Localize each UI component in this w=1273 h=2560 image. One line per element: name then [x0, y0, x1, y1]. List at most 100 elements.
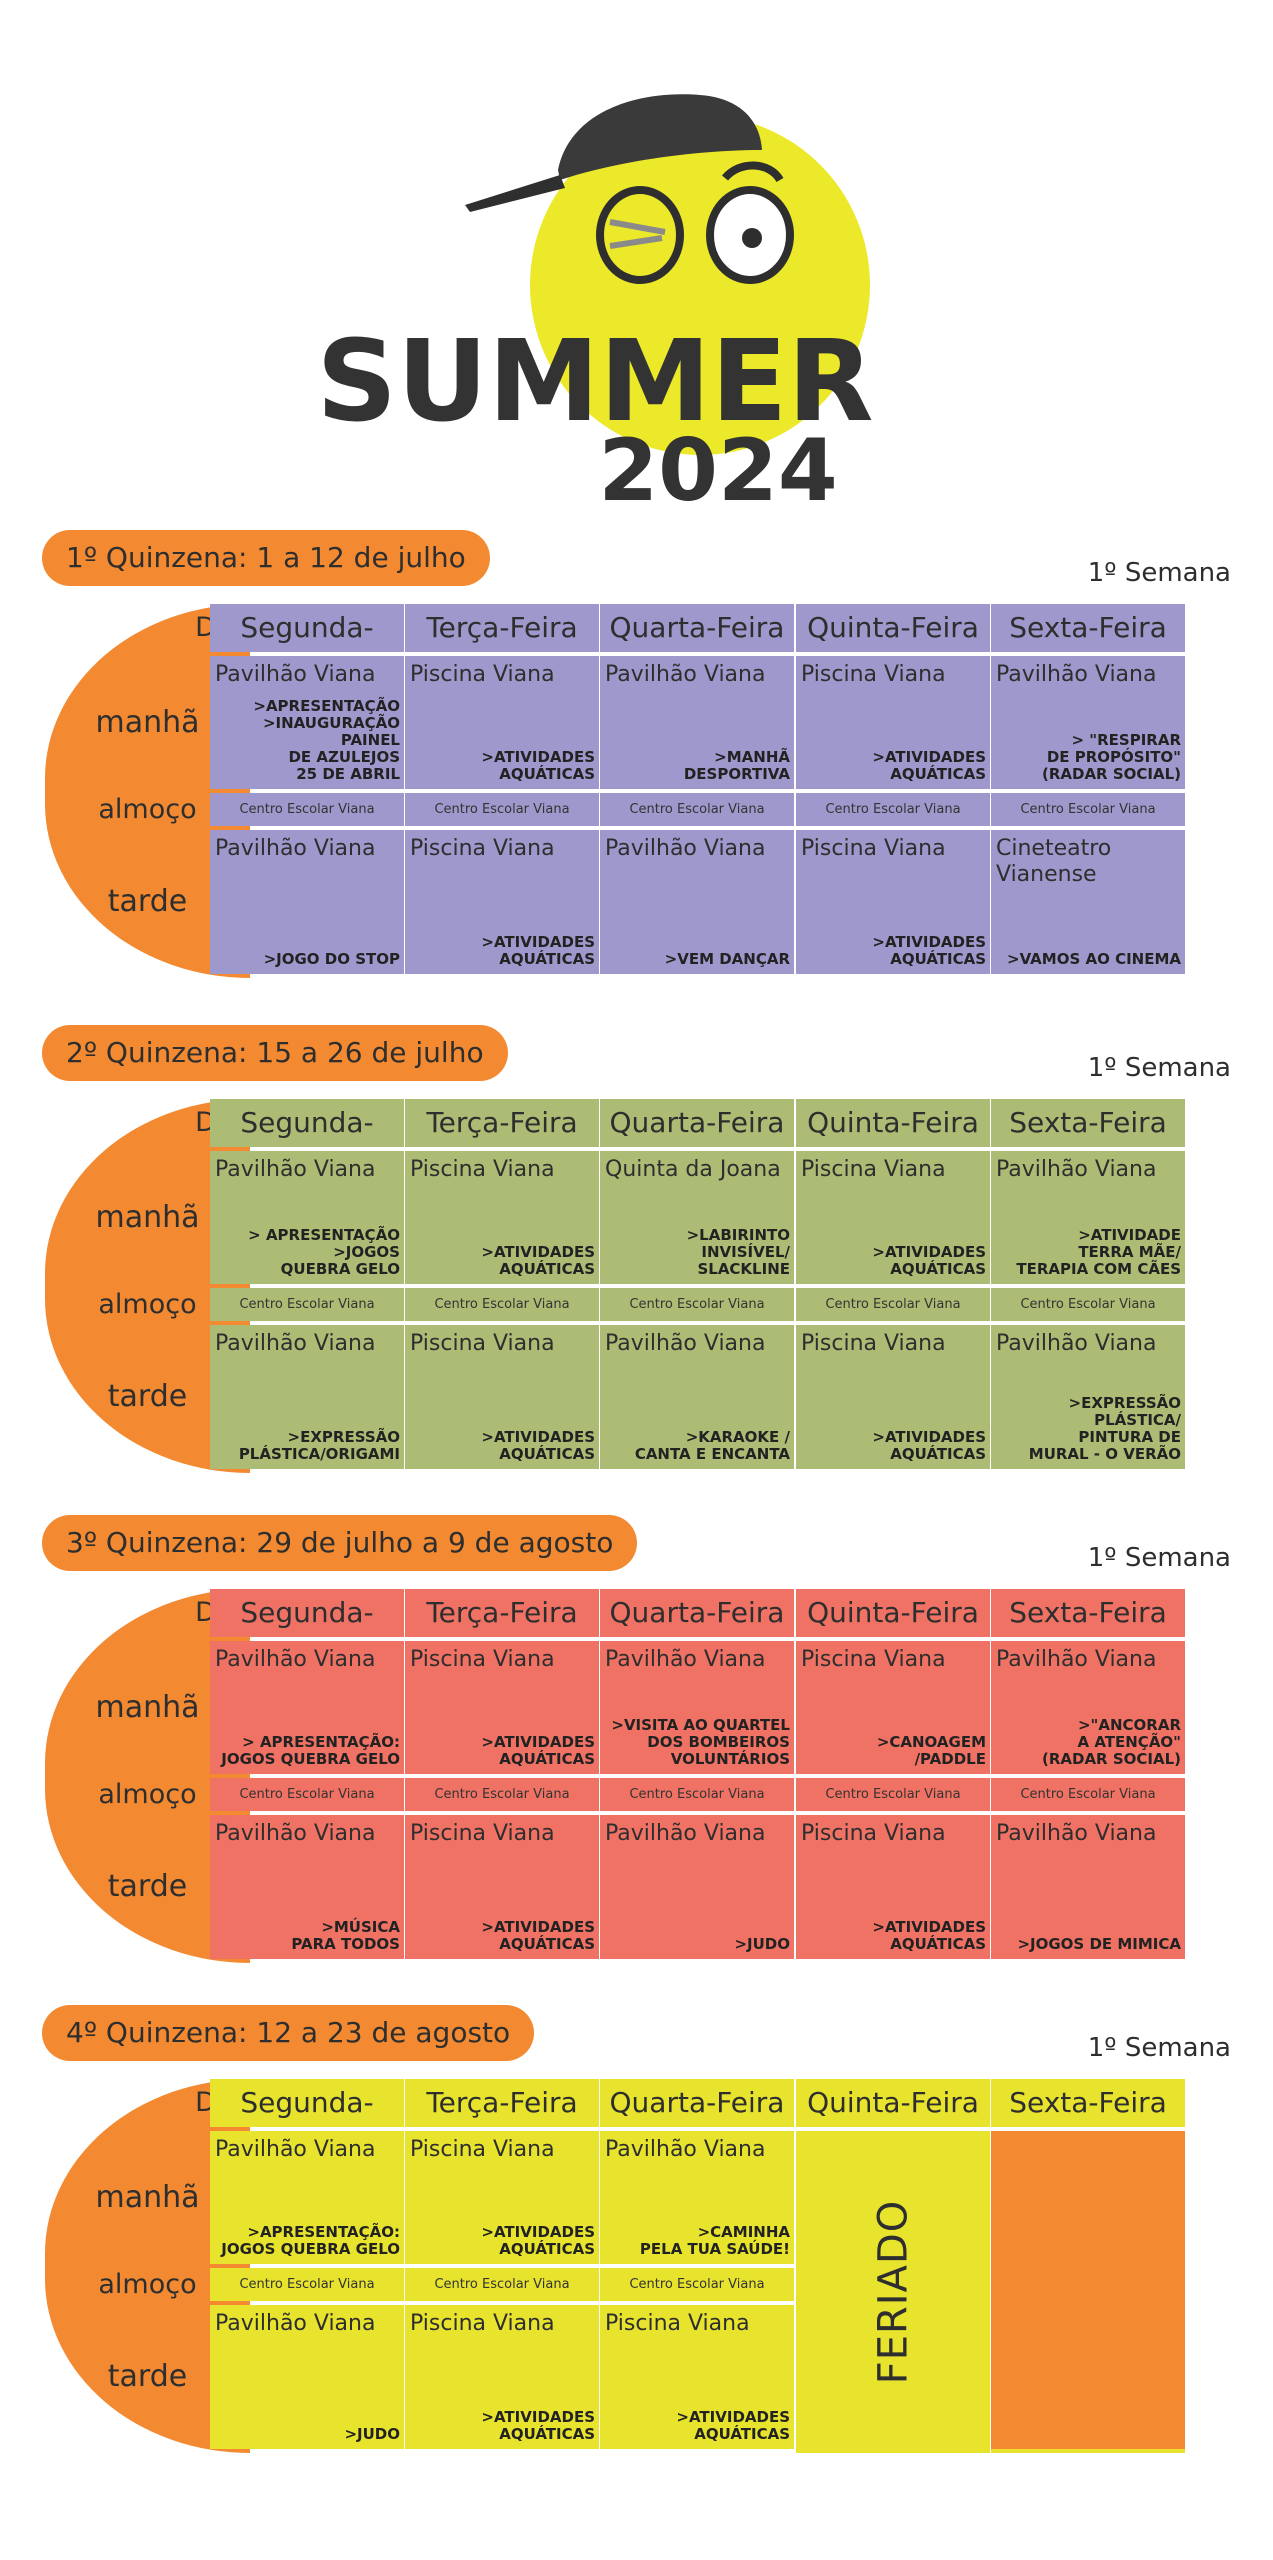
place-name: Piscina Viana	[605, 2311, 750, 2336]
place-name: Piscina Viana	[801, 1157, 946, 1182]
activity-text: >Judo	[344, 2425, 400, 2443]
logo-year: 2024	[598, 421, 837, 520]
place-name: Pavilhão Viana	[996, 662, 1157, 687]
activity-text: >Atividades Aquáticas	[872, 748, 986, 783]
activity-text: >Música para Todos	[291, 1918, 400, 1953]
lunch-cell: Centro Escolar Viana	[796, 793, 990, 826]
day-header: Segunda-Feira	[210, 1589, 404, 1677]
activity-text: >Apresentação: Jogos Quebra Gelo	[221, 2223, 400, 2258]
day-header: Sexta-Feira	[991, 1099, 1185, 1147]
place-name: Piscina Viana	[410, 1821, 555, 1846]
quinzena-title: 4º Quinzena: 12 a 23 de agosto	[42, 2005, 535, 2061]
tarde-cell: Piscina Viana >Atividades Aquáticas	[405, 2305, 599, 2449]
tarde-cell: Pavilhão Viana >Karaoke / Canta e Encanta	[600, 1325, 794, 1469]
activity-text: >Atividades Aquáticas	[481, 1428, 595, 1463]
summer-logo: SUMMER 2024	[0, 0, 1273, 521]
schedule-table: DiamanhãalmoçotardeSegunda-FeiraTerça-Fe…	[45, 2079, 1235, 2453]
activity-text: >"Ancorar a Atenção" (Radar Social)	[1041, 1716, 1181, 1768]
manha-cell: Piscina Viana >Atividades Aquáticas	[405, 1151, 599, 1284]
closed-day-cell	[991, 2131, 1185, 2453]
day-header: Quarta-Feira	[600, 604, 794, 652]
lunch-cell: Centro Escolar Viana	[405, 1288, 599, 1321]
place-name: Piscina Viana	[410, 2311, 555, 2336]
activity-text: >Atividades Aquáticas	[481, 1243, 595, 1278]
lunch-cell: Centro Escolar Viana	[991, 793, 1185, 826]
place-name: Pavilhão Viana	[996, 1331, 1157, 1356]
tarde-cell: Pavilhão Viana >Judo	[210, 2305, 404, 2449]
lunch-cell: Centro Escolar Viana	[405, 2268, 599, 2301]
day-header: Sexta-Feira	[991, 2079, 1185, 2127]
place-name: Pavilhão Viana	[215, 2137, 376, 2162]
manha-cell: Pavilhão Viana >Visita ao Quartel dos Bom…	[600, 1641, 794, 1774]
manha-cell: Piscina Viana >Canoagem /Paddle	[796, 1641, 990, 1774]
activity-text: >Visita ao Quartel dos Bombeiros Voluntá…	[611, 1716, 790, 1768]
logo-title: SUMMER	[316, 317, 873, 447]
place-name: Piscina Viana	[801, 662, 946, 687]
place-name: Piscina Viana	[410, 1331, 555, 1356]
feriado-cell: FERIADO	[796, 2131, 990, 2453]
activity-text: >Labirinto Invisível/ Slackline	[686, 1226, 790, 1278]
manha-cell: Piscina Viana >Atividades Aquáticas	[405, 656, 599, 789]
day-header: Segunda-Feira	[210, 604, 404, 692]
place-name: Cineteatro Vianense	[996, 836, 1112, 887]
activity-text: >Judo	[734, 1935, 790, 1953]
activity-text: >Atividades Aquáticas	[481, 748, 595, 783]
day-header: Quarta-Feira	[600, 1589, 794, 1637]
tarde-cell: Pavilhão Viana >Expressão Plástica/ Pintu…	[991, 1325, 1185, 1469]
activity-text: >Atividades Aquáticas	[481, 933, 595, 968]
day-header: Sexta-Feira	[991, 1589, 1185, 1637]
week-label: 1º Semana	[1087, 1543, 1231, 1573]
place-name: Pavilhão Viana	[996, 1647, 1157, 1672]
day-header: Quarta-Feira	[600, 2079, 794, 2127]
manha-cell: Piscina Viana >Atividades Aquáticas	[405, 2131, 599, 2264]
manha-label: manhã	[95, 705, 200, 740]
almoco-label: almoço	[98, 1779, 197, 1810]
place-name: Piscina Viana	[410, 662, 555, 687]
day-header: Terça-Feira	[405, 604, 599, 652]
place-name: Piscina Viana	[801, 1331, 946, 1356]
activity-text: > "Respirar de Propósito" (Radar Social)	[1041, 731, 1181, 783]
quinzena-section: 3º Quinzena: 29 de julho a 9 de agosto 1º…	[0, 1515, 1273, 1963]
activity-text: >Karaoke / Canta e Encanta	[634, 1428, 790, 1463]
tarde-label: tarde	[107, 884, 188, 919]
place-name: Piscina Viana	[801, 836, 946, 861]
day-header: Quarta-Feira	[600, 1099, 794, 1147]
tarde-cell: Piscina Viana >Atividades Aquáticas	[796, 1325, 990, 1469]
place-name: Pavilhão Viana	[605, 836, 766, 861]
lunch-cell: Centro Escolar Viana	[991, 1288, 1185, 1321]
manha-cell: Quinta da Joana >Labirinto Invisível/ Sla…	[600, 1151, 794, 1284]
activity-text: >Canoagem /Paddle	[876, 1733, 986, 1768]
day-header: Terça-Feira	[405, 1099, 599, 1147]
activity-text: >Expressão Plástica/ Pintura de Mural - …	[1028, 1394, 1181, 1463]
tarde-cell: Pavilhão Viana >Vem Dançar	[600, 830, 794, 974]
quinzena-title: 1º Quinzena: 1 a 12 de julho	[42, 530, 490, 586]
feriado-label: FERIADO	[870, 2199, 916, 2385]
tarde-cell: Pavilhão Viana >Judo	[600, 1815, 794, 1959]
day-header: Quinta-Feira	[796, 1589, 990, 1637]
day-header: Segunda-Feira	[210, 2079, 404, 2167]
tarde-cell: Pavilhão Viana >Música para Todos	[210, 1815, 404, 1959]
place-name: Pavilhão Viana	[605, 662, 766, 687]
lunch-cell: Centro Escolar Viana	[600, 2268, 794, 2301]
activity-text: > Apresentação >Jogos Quebra Gelo	[248, 1226, 400, 1278]
place-name: Piscina Viana	[410, 2137, 555, 2162]
tarde-cell: Piscina Viana >Atividades Aquáticas	[796, 1815, 990, 1959]
place-name: Pavilhão Viana	[605, 1647, 766, 1672]
day-header: Segunda-Feira	[210, 1099, 404, 1187]
place-name: Pavilhão Viana	[215, 2311, 376, 2336]
activity-text: >Vamos ao Cinema	[1007, 950, 1181, 968]
activity-text: >Caminha pela tua Saúde!	[639, 2223, 790, 2258]
day-header: Terça-Feira	[405, 1589, 599, 1637]
activity-text: >Vem Dançar	[664, 950, 790, 968]
almoco-label: almoço	[98, 2269, 197, 2300]
activity-text: >Atividades Aquáticas	[872, 1243, 986, 1278]
place-name: Pavilhão Viana	[215, 662, 376, 687]
lunch-cell: Centro Escolar Viana	[405, 793, 599, 826]
activity-text: >Atividades Aquáticas	[676, 2408, 790, 2443]
activity-text: > Apresentação: Jogos Quebra Gelo	[221, 1733, 400, 1768]
lunch-cell: Centro Escolar Viana	[796, 1778, 990, 1811]
tarde-cell: Piscina Viana >Atividades Aquáticas	[796, 830, 990, 974]
